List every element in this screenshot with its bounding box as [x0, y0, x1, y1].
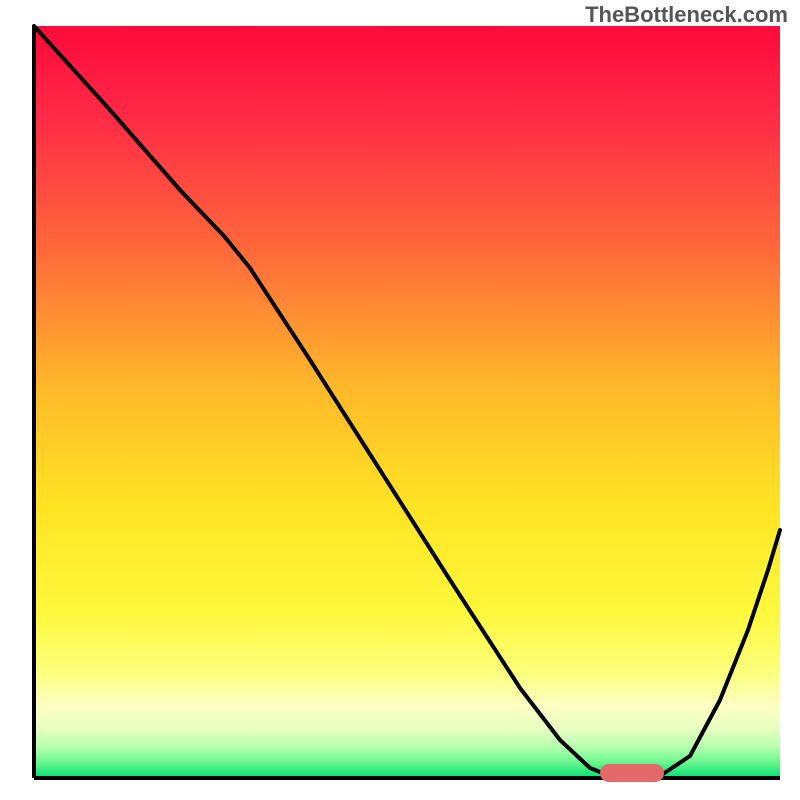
optimal-marker	[600, 764, 664, 782]
plot-background	[34, 26, 780, 778]
watermark-label: TheBottleneck.com	[585, 2, 788, 28]
chart-stage: TheBottleneck.com	[0, 0, 800, 800]
bottleneck-chart	[0, 0, 800, 800]
